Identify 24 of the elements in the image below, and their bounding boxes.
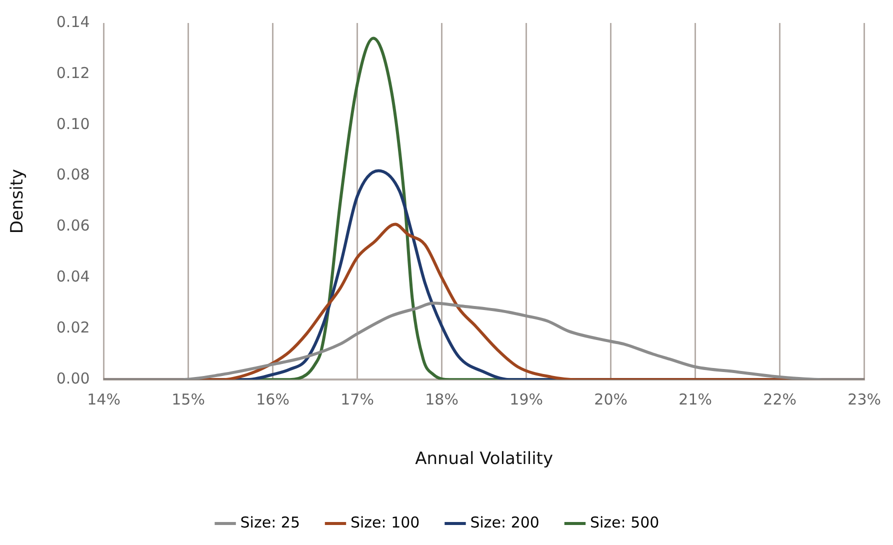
x-tick-label: 14% xyxy=(87,390,120,408)
x-tick-label: 22% xyxy=(763,390,796,408)
x-tick-label: 18% xyxy=(425,390,458,408)
x-tick-label: 17% xyxy=(340,390,374,408)
y-tick-label: 0.04 xyxy=(56,268,90,286)
legend-label: Size: 500 xyxy=(590,513,660,532)
x-axis-title: Annual Volatility xyxy=(415,449,554,470)
legend-label: Size: 25 xyxy=(240,513,300,532)
x-tick-label: 21% xyxy=(678,390,712,408)
y-tick-label: 0.10 xyxy=(56,114,90,133)
x-tick-label: 15% xyxy=(172,390,205,408)
x-tick-label: 20% xyxy=(594,390,628,408)
y-tick-label: 0.00 xyxy=(56,369,90,388)
y-tick-label: 0.06 xyxy=(56,216,90,235)
y-tick-label: 0.08 xyxy=(56,166,90,184)
legend-label: Size: 100 xyxy=(350,513,420,532)
y-tick-label: 0.14 xyxy=(56,12,90,31)
y-tick-label: 0.12 xyxy=(56,64,90,82)
y-tick-label: 0.02 xyxy=(56,318,90,337)
y-axis-title: Density xyxy=(8,168,28,234)
x-tick-label: 16% xyxy=(256,390,290,408)
x-tick-label: 23% xyxy=(848,390,881,408)
x-tick-label: 19% xyxy=(510,390,543,408)
legend-label: Size: 200 xyxy=(470,513,540,532)
